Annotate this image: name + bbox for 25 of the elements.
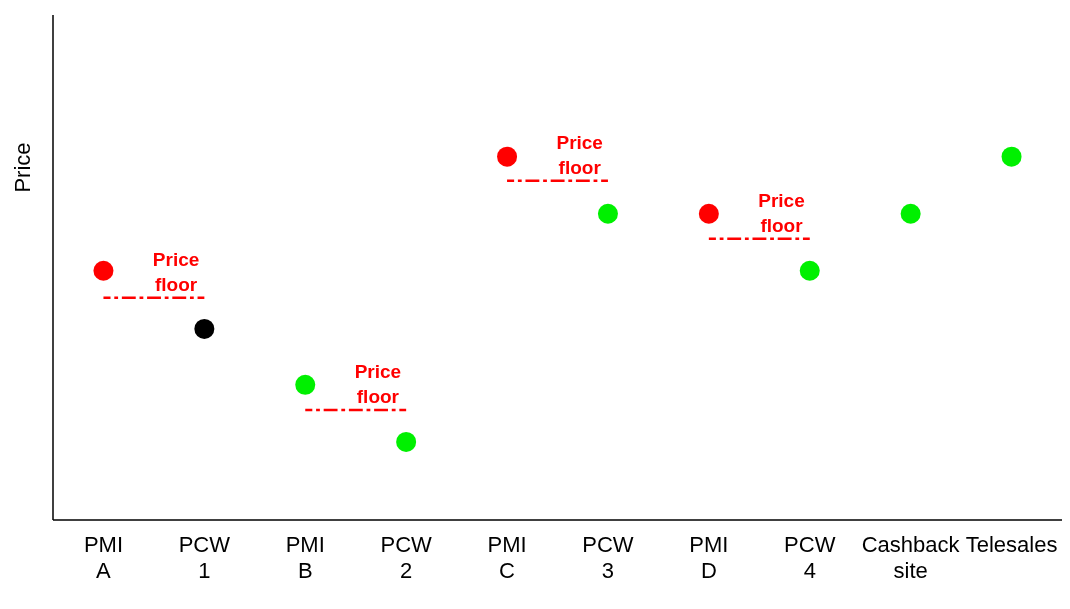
annotation: Price floor — [354, 360, 402, 407]
x-tick-label: PCW 3 — [582, 532, 634, 583]
point — [698, 203, 719, 224]
y-axis-title: Price — [10, 142, 35, 193]
annotation: Price floor — [152, 248, 200, 295]
point — [597, 203, 618, 224]
point — [1001, 146, 1022, 167]
point — [295, 374, 316, 395]
point — [497, 146, 518, 167]
x-tick-label: PCW 1 — [178, 532, 231, 583]
point — [900, 203, 921, 224]
point — [93, 260, 114, 281]
x-tick-label: Telesales — [965, 532, 1058, 557]
point — [799, 260, 820, 281]
x-tick-label: PMI C — [487, 532, 527, 583]
x-tick-label: PCW 2 — [380, 532, 433, 583]
x-tick-label: PCW 4 — [784, 532, 836, 583]
point — [194, 318, 215, 339]
x-tick-label: PMI D — [689, 532, 729, 583]
point — [396, 431, 417, 452]
annotation: Price floor — [758, 189, 805, 236]
x-tick-label: PMI A — [83, 532, 124, 583]
x-tick-label: Cashback site — [861, 532, 961, 583]
x-tick-label: PMI B — [285, 532, 325, 583]
annotation: Price floor — [556, 131, 603, 178]
